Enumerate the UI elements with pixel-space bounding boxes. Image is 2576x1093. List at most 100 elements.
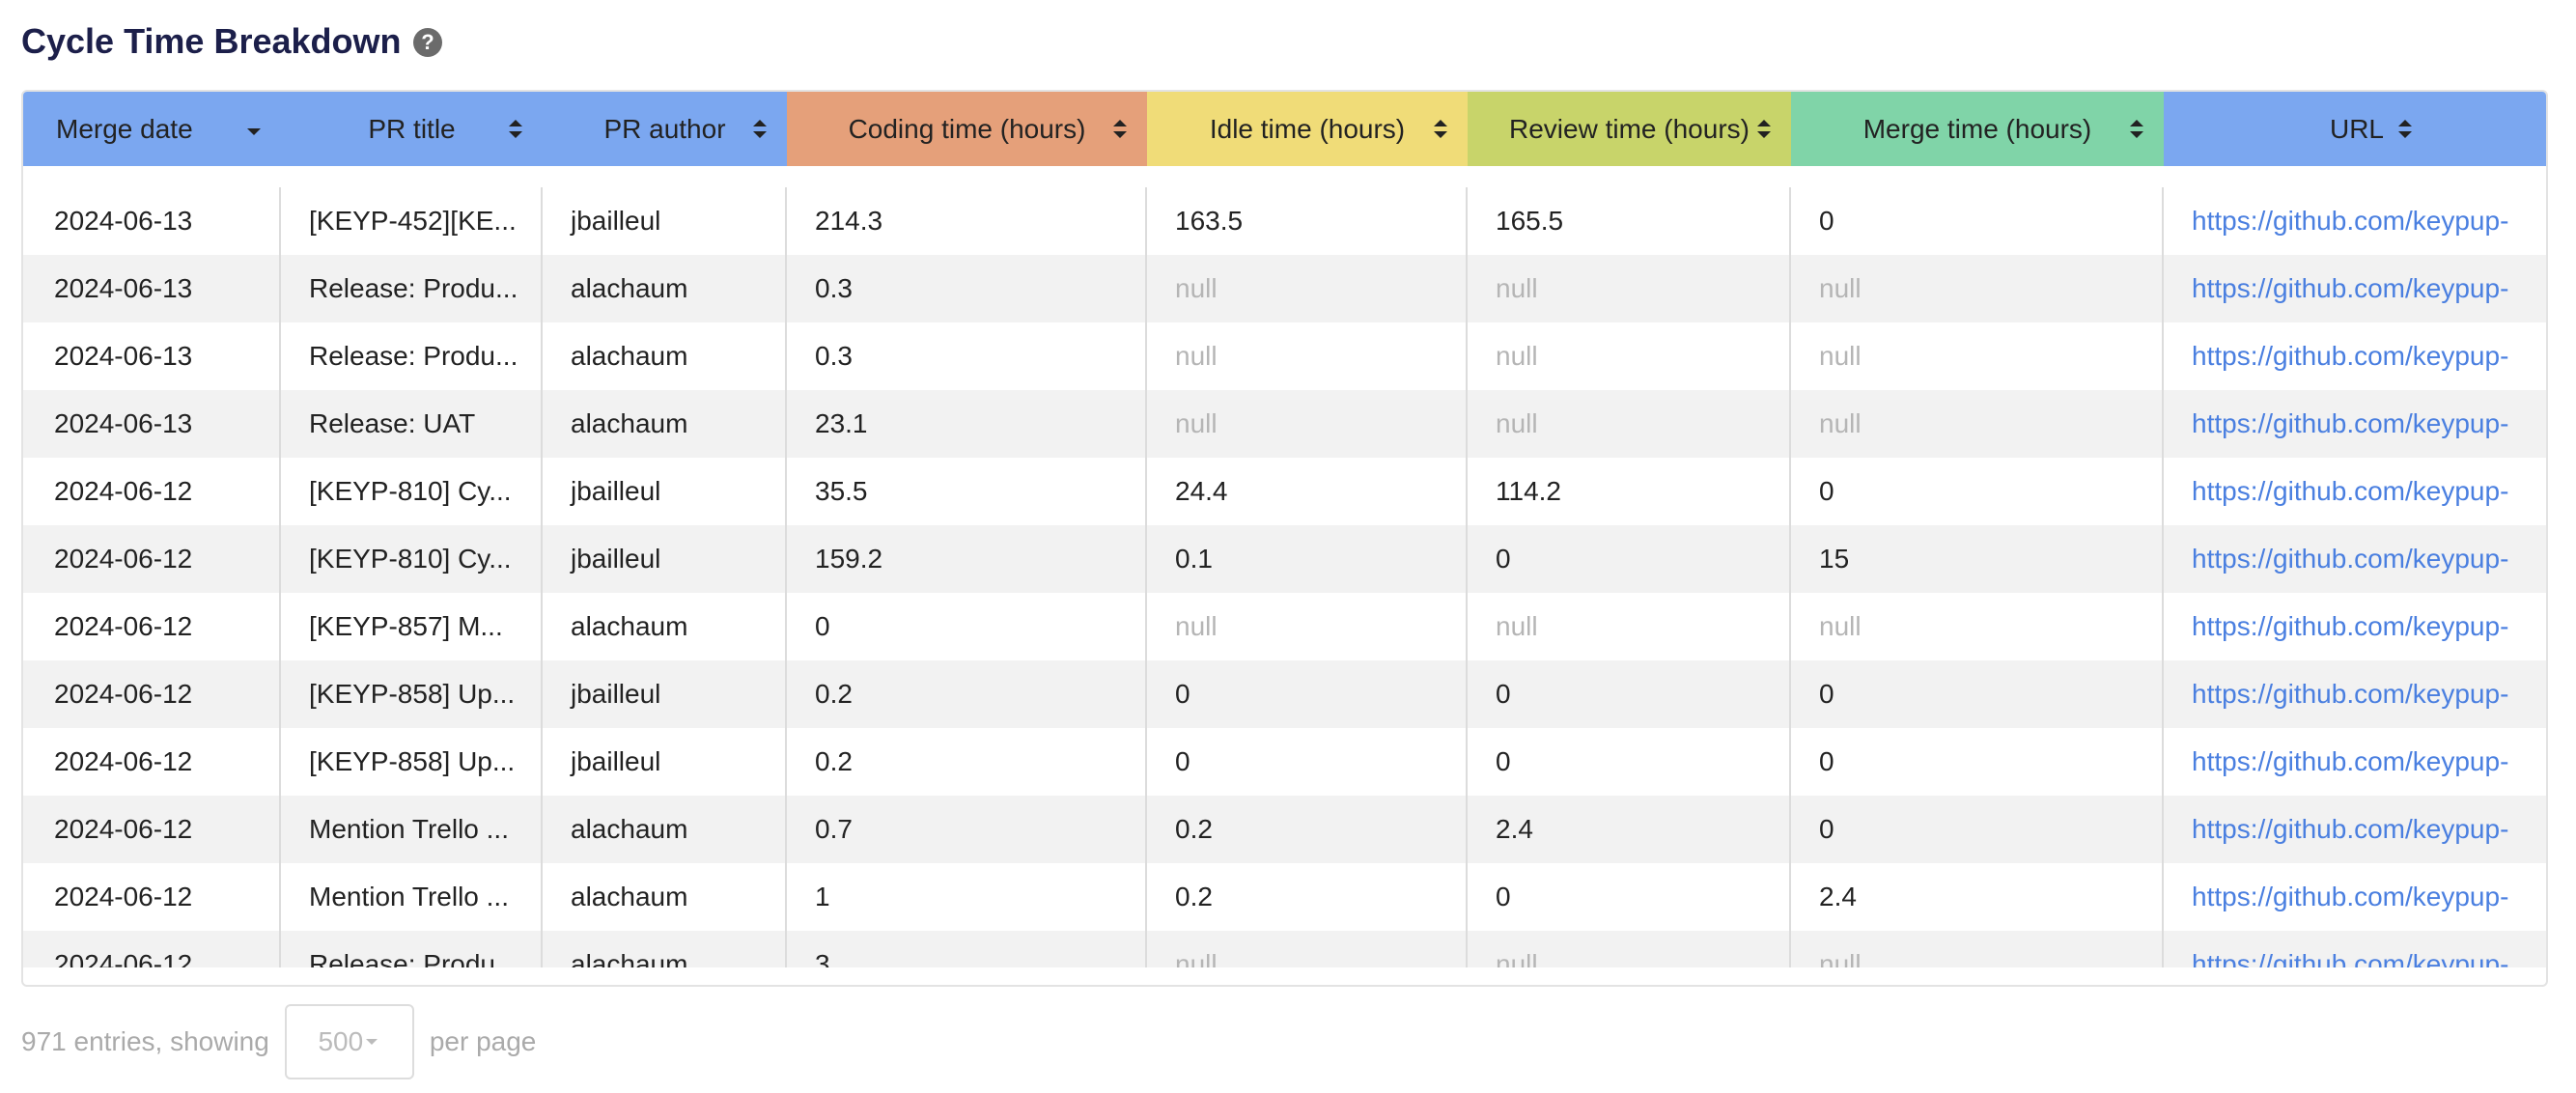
url-cell[interactable]: https://github.com/keypup- [2192,206,2509,236]
table-cell: 2024-06-12 [23,796,281,863]
column-title: PR author [603,113,726,144]
url-cell[interactable]: https://github.com/keypup- [2192,949,2509,967]
column-header[interactable]: URL [2164,92,2546,166]
url-cell[interactable]: https://github.com/keypup- [2192,611,2509,641]
url-cell[interactable]: https://github.com/keypup- [2192,476,2509,506]
table-cell: jbailleul [543,660,787,728]
table-cell: 0 [1791,187,2164,255]
table-row: 2024-06-12 [KEYP-858] Up... jbailleul 0.2 0 0… [23,728,2546,796]
table-row: 2024-06-13 Release: UAT alachaum 23.1 null nu… [23,390,2546,458]
table-row: 2024-06-12 [KEYP-857] M... alachaum 0 null nu… [23,593,2546,660]
column-title: Merge date [56,113,193,144]
sort-icon[interactable] [506,117,525,142]
help-icon[interactable]: ? [413,28,442,57]
title: Cycle Time Breakdown [21,21,402,61]
table-cell: null [1468,593,1791,660]
url-cell[interactable]: https://github.com/keypup- [2192,746,2509,776]
table-cell: null [1147,255,1468,322]
url-cell[interactable]: https://github.com/keypup- [2192,679,2509,709]
table-cell: 0 [1468,660,1791,728]
table-cell: 0 [787,593,1147,660]
table-cell: 0 [1468,728,1791,796]
table-row: 2024-06-12 Mention Trello ... alachaum 0.7 0… [23,796,2546,863]
table-cell: [KEYP-857] M... [281,593,543,660]
table-cell: alachaum [543,390,787,458]
table-cell: null [1791,255,2164,322]
column-header[interactable]: Coding time (hours) [787,92,1147,166]
column-header[interactable]: Idle time (hours) [1147,92,1468,166]
table-cell: null [1468,931,1791,967]
table-cell: jbailleul [543,458,787,525]
table-cell: jbailleul [543,187,787,255]
table-cell: [KEYP-810] Cy... [281,458,543,525]
sort-icon[interactable] [244,117,264,142]
column-header[interactable]: Merge date [23,92,281,166]
table-row: 2024-06-12 Mention Trello ... alachaum 1 0.2… [23,863,2546,931]
column-header[interactable]: Review time (hours) [1468,92,1791,166]
table-cell: Release: Produ... [281,322,543,390]
table-cell: 2024-06-12 [23,863,281,931]
table-row: 2024-06-13 Release: Produ... alachaum 0.3 nu… [23,255,2546,322]
table-cell: Release: UAT [281,390,543,458]
sort-icon[interactable] [2395,117,2415,142]
table-cell: 159.2 [787,525,1147,593]
table-cell: null [1468,322,1791,390]
table-row: 2024-06-13 [KEYP-452][KE... jbailleul 214.3… [23,187,2546,255]
table-cell: alachaum [543,931,787,967]
url-cell[interactable]: https://github.com/keypup- [2192,544,2509,574]
table-cell: 0.2 [1147,863,1468,931]
table-cell: alachaum [543,593,787,660]
url-cell[interactable]: https://github.com/keypup- [2192,814,2509,844]
table-cell: jbailleul [543,525,787,593]
sort-icon[interactable] [1754,117,1774,142]
dropdown-caret [366,1039,378,1045]
column-title: Merge time (hours) [1862,113,2092,144]
table-cell: Mention Trello ... [281,796,543,863]
table-cell: 0 [1791,458,2164,525]
table-cell: null [1147,931,1468,967]
table-cell: 0 [1147,660,1468,728]
table-cell: 3 [787,931,1147,967]
table-cell: 0 [1791,796,2164,863]
table-cell: null [1468,255,1791,322]
table-cell: 0 [1791,728,2164,796]
column-header[interactable]: PR author [543,92,787,166]
table-cell: 0 [1468,863,1791,931]
sort-icon[interactable] [1110,117,1130,142]
table-cell: jbailleul [543,728,787,796]
table-body: 2024-06-13 [KEYP-452][KE... jbailleul 214.3… [23,187,2546,967]
table-cell: 0 [1147,728,1468,796]
table-cell: 2024-06-12 [23,525,281,593]
url-cell[interactable]: https://github.com/keypup- [2192,408,2509,438]
url-cell[interactable]: https://github.com/keypup- [2192,341,2509,371]
table-cell: 2.4 [1791,863,2164,931]
url-cell[interactable]: https://github.com/keypup- [2192,882,2509,911]
column-title: URL [2329,113,2384,144]
table-row: 2024-06-12 Release: Produ... alachaum 3 null… [23,931,2546,967]
per-page-value: 500 [318,1026,364,1056]
sort-icon[interactable] [750,117,770,142]
table-cell: Release: Produ... [281,255,543,322]
url-cell[interactable]: https://github.com/keypup- [2192,273,2509,303]
sort-icon[interactable] [1431,117,1450,142]
table-cell: 0.2 [787,728,1147,796]
table-cell: 2.4 [1468,796,1791,863]
column-header[interactable]: Merge time (hours) [1791,92,2164,166]
column-title: Review time (hours) [1509,113,1750,144]
per-page-select[interactable]: 500 [284,1004,414,1079]
table-cell: alachaum [543,863,787,931]
table-cell: null [1147,593,1468,660]
table-cell: alachaum [543,796,787,863]
column-header[interactable]: PR title [281,92,543,166]
table-cell: [KEYP-858] Up... [281,660,543,728]
table-cell: 2024-06-13 [23,390,281,458]
sort-icon[interactable] [2127,117,2146,142]
table-cell: 2024-06-12 [23,593,281,660]
table-cell: 0.2 [1147,796,1468,863]
table-cell: 0.2 [787,660,1147,728]
table-cell: null [1468,390,1791,458]
table-cell: alachaum [543,255,787,322]
table-cell: 15 [1791,525,2164,593]
table-cell: 2024-06-13 [23,255,281,322]
table-cell: Release: Produ... [281,931,543,967]
